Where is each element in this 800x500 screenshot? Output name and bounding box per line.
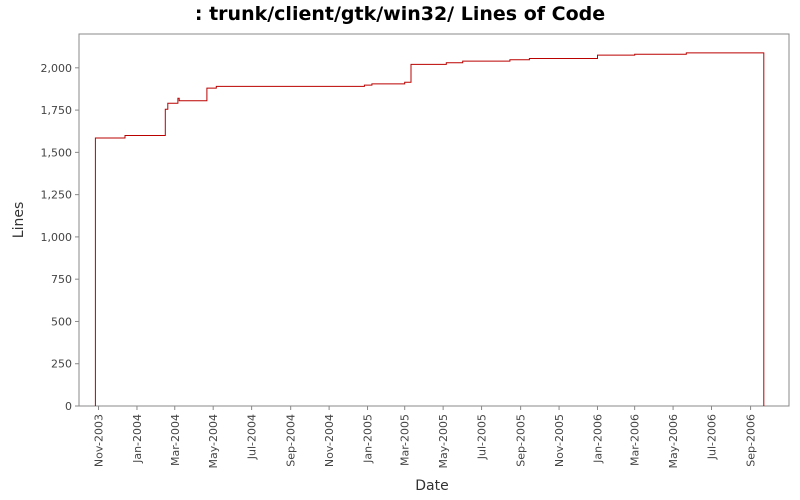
y-tick-label: 1,750 — [41, 104, 73, 117]
x-tick-label: Jul-2006 — [706, 414, 719, 460]
x-tick-label: Sep-2005 — [515, 414, 528, 467]
y-tick-label: 0 — [65, 400, 72, 413]
x-tick-label: Jul-2005 — [476, 414, 489, 460]
x-tick-label: May-2006 — [667, 414, 680, 469]
x-tick-label: Nov-2005 — [553, 414, 566, 467]
x-tick-label: Sep-2006 — [745, 414, 758, 467]
y-tick-label: 500 — [51, 315, 72, 328]
x-tick-label: Jan-2004 — [131, 414, 144, 464]
y-tick-label: 1,500 — [41, 146, 73, 159]
x-tick-label: Sep-2004 — [285, 414, 298, 467]
x-tick-label: Nov-2003 — [93, 414, 106, 467]
y-axis-label: Lines — [11, 202, 27, 238]
x-tick-label: Jan-2006 — [591, 414, 604, 464]
x-axis: Nov-2003 Jan-2004 Mar-2004 May-2004 Jul-2004… — [93, 406, 758, 469]
x-tick-label: Jan-2005 — [362, 414, 375, 464]
x-tick-label: Mar-2006 — [629, 414, 642, 466]
y-tick-label: 250 — [51, 358, 72, 371]
y-tick-label: 2,000 — [41, 62, 73, 75]
x-tick-label: May-2004 — [207, 414, 220, 469]
plot-area — [78, 33, 790, 407]
y-tick-label: 1,250 — [41, 189, 73, 202]
y-tick-label: 1,000 — [41, 231, 73, 244]
x-tick-label: Jul-2004 — [246, 414, 259, 460]
series-line — [94, 52, 765, 406]
x-tick-label: Nov-2004 — [323, 414, 336, 467]
y-tick-label: 750 — [51, 273, 72, 286]
chart-title: : trunk/client/gtk/win32/ Lines of Code — [195, 3, 605, 25]
y-axis: 0 250 500 750 1,000 1,250 1,500 1,750 2,000 — [41, 62, 79, 413]
x-tick-label: Mar-2004 — [169, 414, 182, 466]
x-tick-label: May-2005 — [437, 414, 450, 469]
x-axis-label: Date — [415, 478, 448, 494]
x-tick-label: Mar-2005 — [399, 414, 412, 466]
